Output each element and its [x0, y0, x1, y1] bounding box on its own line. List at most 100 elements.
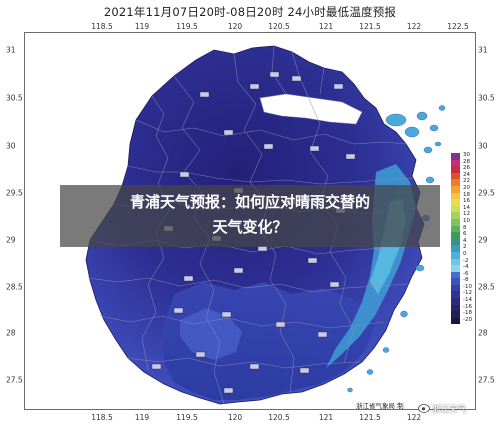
legend-swatch [451, 172, 460, 180]
legend-level: -10 [463, 283, 472, 290]
legend-level: 14 [463, 204, 470, 211]
lat-tick-right: 28.5 [478, 282, 495, 292]
legend-level: 4 [463, 237, 467, 244]
lon-tick-top: 118.5 [91, 22, 113, 31]
lat-tick-left: 30.5 [6, 93, 23, 103]
legend-level: 0 [463, 250, 467, 257]
legend-swatch [451, 179, 460, 186]
legend-level: 20 [463, 184, 470, 191]
legend-row: -18 [451, 310, 473, 318]
legend-swatch [451, 251, 460, 259]
legend-level: 26 [463, 165, 470, 172]
legend-swatch [451, 291, 460, 299]
legend-level: 8 [463, 224, 467, 231]
legend-row: -6 [451, 271, 473, 279]
lat-tick-right: 29.5 [478, 188, 495, 198]
headline-line-2: 天气变化？ [212, 218, 288, 236]
legend-row: 10 [451, 218, 473, 226]
lat-tick-left: 31 [6, 45, 16, 55]
lat-tick-right: 29 [478, 235, 488, 245]
legend-level: 22 [463, 178, 470, 185]
lon-tick-top: 121 [318, 22, 334, 31]
legend-level: -8 [463, 277, 469, 284]
lat-tick-right: 31 [478, 45, 488, 55]
legend-swatch [451, 199, 460, 206]
legend-swatch [451, 232, 460, 239]
legend-level: -2 [463, 257, 469, 264]
legend-level: 18 [463, 191, 470, 198]
legend-row: 28 [451, 158, 473, 167]
legend-level: 6 [463, 231, 467, 238]
legend-swatch [451, 304, 460, 312]
lat-tick-right: 30.5 [478, 93, 495, 103]
legend-level: 28 [463, 158, 470, 165]
legend-level: -14 [463, 297, 472, 304]
legend-level: 30 [463, 152, 470, 158]
legend-row: 20 [451, 184, 473, 193]
legend-swatch [451, 205, 460, 213]
legend-row: 16 [451, 198, 473, 206]
lon-tick-top: 122.5 [447, 22, 469, 31]
legend-swatch [451, 317, 460, 325]
lat-tick-left: 30 [6, 141, 16, 151]
lon-tick-top: 120.5 [268, 22, 290, 31]
legend-row: 30 [451, 152, 473, 160]
hangzhou-bay [259, 93, 363, 125]
legend-level: 16 [463, 198, 470, 205]
legend-swatch [451, 284, 460, 292]
legend-row: 0 [451, 250, 473, 259]
legend-row: -12 [451, 290, 473, 299]
lon-tick-bottom: 119 [134, 413, 150, 422]
legend-swatch [451, 225, 460, 233]
legend-level: -12 [463, 290, 472, 297]
headline: 青浦天气预报：如何应对晴雨交替的 天气变化？ [60, 190, 440, 240]
legend-swatch [451, 166, 460, 173]
legend-row: 24 [451, 172, 473, 180]
lon-tick-bottom: 120 [227, 413, 243, 422]
legend-row: 4 [451, 237, 473, 246]
legend-level: -16 [463, 303, 472, 310]
legend-swatch [451, 278, 460, 285]
lon-tick-top: 119.5 [176, 22, 198, 31]
legend-row: -10 [451, 283, 473, 292]
legend-row: -16 [451, 303, 473, 312]
legend-row: 2 [451, 244, 473, 252]
legend-row: 26 [451, 165, 473, 173]
legend-swatch [451, 311, 460, 318]
headline-line-1: 青浦天气预报：如何应对晴雨交替的 [129, 193, 370, 211]
legend-swatch [451, 271, 460, 279]
legend-swatch [451, 298, 460, 305]
map-title: 2021年11月07日20时-08日20时 24小时最低温度预报 [103, 5, 397, 19]
lon-tick-bottom: 120.5 [268, 413, 290, 422]
lat-tick-left: 29.5 [6, 188, 23, 198]
lon-tick-top: 122 [406, 22, 422, 31]
legend-row: -14 [451, 297, 473, 305]
lat-tick-right: 27.5 [478, 375, 495, 385]
legend-level: 2 [463, 244, 467, 251]
legend-row: -2 [451, 257, 473, 266]
legend-swatch [451, 238, 460, 246]
lat-tick-right: 28 [478, 328, 488, 338]
legend-swatch [451, 265, 460, 272]
lon-tick-top: 120 [227, 22, 243, 31]
legend-row: -4 [451, 264, 473, 272]
legend-swatch [451, 212, 460, 219]
legend-swatch [451, 185, 460, 193]
map-credit: 浙江省气象局 制 [356, 402, 404, 410]
legend-level: -18 [463, 310, 472, 317]
lon-tick-bottom: 122 [406, 413, 422, 422]
legend-swatch [451, 153, 460, 160]
legend-row: 22 [451, 178, 473, 186]
legend-row: -8 [451, 277, 473, 285]
lon-tick-bottom: 121.5 [359, 413, 381, 422]
lon-tick-bottom: 118.5 [91, 413, 113, 422]
legend-row: 12 [451, 211, 473, 219]
legend-swatch [451, 258, 460, 266]
legend-swatch [451, 245, 460, 252]
headline-banner [60, 185, 440, 247]
legend-row: 18 [451, 191, 473, 200]
legend-row: 8 [451, 224, 473, 233]
lat-tick-left: 27.5 [6, 375, 23, 385]
watermark-text: 浙江天气 [432, 405, 467, 415]
lat-tick-left: 28.5 [6, 282, 23, 292]
